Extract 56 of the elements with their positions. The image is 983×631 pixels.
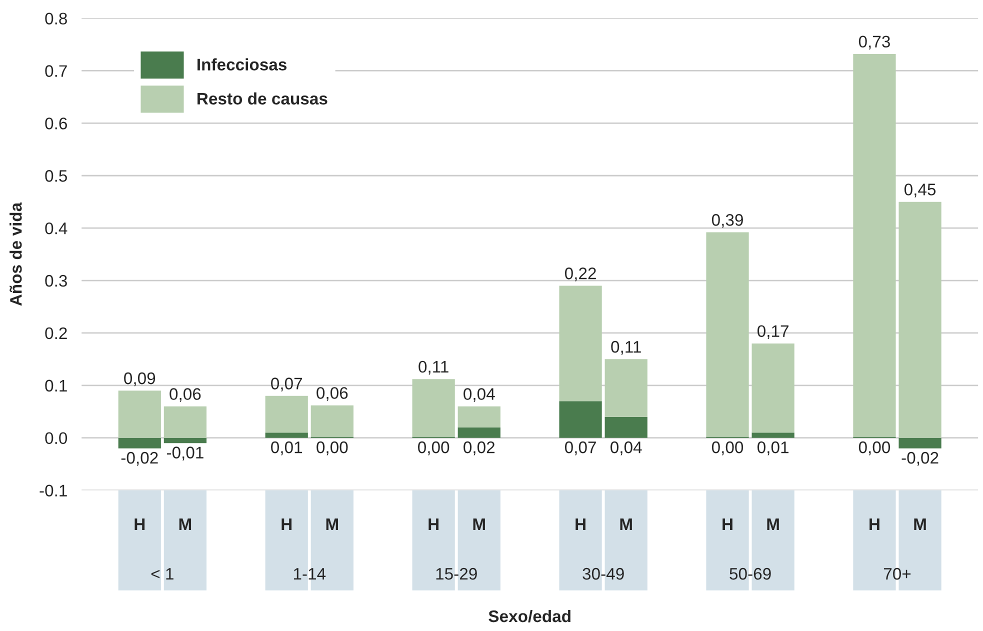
data-label: -0,02 <box>121 452 158 466</box>
data-label: 0,11 <box>418 360 448 375</box>
legend-label: Resto de causas <box>198 92 328 105</box>
y-tick-label: 0.4 <box>45 222 68 234</box>
data-label: 0,39 <box>712 214 743 228</box>
data-label: 0,45 <box>904 184 936 198</box>
data-label: 0,04 <box>464 388 495 402</box>
text: 15-29 <box>436 568 477 580</box>
text: < 1 <box>151 568 174 580</box>
data-label: -0,01 <box>166 446 204 460</box>
x-tick-label: M <box>326 518 338 530</box>
legend-label: Infecciosas <box>198 58 287 71</box>
x-tick-label: M <box>179 518 192 530</box>
x-tick-label: H <box>282 518 292 530</box>
y-tick-label: 0.2 <box>45 327 67 340</box>
y-tick-label: 0.3 <box>45 274 67 287</box>
data-label: 0,00 <box>418 441 450 456</box>
data-label: 0,04 <box>610 441 642 456</box>
y-tick-label: 0.6 <box>45 118 67 130</box>
data-label: 0,01 <box>758 441 788 456</box>
data-label: 0,17 <box>758 325 788 339</box>
y-tick-label: -0.1 <box>40 484 67 496</box>
data-label: 0,07 <box>271 378 302 392</box>
data-label: 0,00 <box>858 441 890 456</box>
y-tick-label: 0.7 <box>45 65 67 77</box>
data-label: 0,02 <box>464 441 495 456</box>
data-label: 0,22 <box>564 268 596 282</box>
x-tick-label: H <box>576 518 586 530</box>
x-tick-label: M <box>767 518 779 530</box>
data-label: 0,06 <box>170 388 201 402</box>
x-axis-title: Sexo/edad <box>488 610 570 622</box>
data-label: 0,06 <box>316 387 348 401</box>
y-tick-label: 0.0 <box>45 432 68 444</box>
data-label: 0,00 <box>316 441 348 456</box>
data-label: 0,09 <box>124 372 156 386</box>
data-label: 0,07 <box>564 441 596 456</box>
text: 70+ <box>884 568 911 580</box>
data-label: 0,73 <box>858 36 890 50</box>
x-tick-label: H <box>428 518 438 530</box>
x-tick-label: H <box>134 518 145 530</box>
x-tick-label: H <box>870 518 880 530</box>
text: 50-69 <box>730 568 771 580</box>
y-tick-label: 0.8 <box>45 12 67 24</box>
x-tick-label: M <box>620 518 632 530</box>
data-label: -0,02 <box>902 452 938 466</box>
data-label: 0,01 <box>271 441 302 456</box>
text: 30-49 <box>582 568 624 580</box>
x-tick-label: M <box>473 518 485 530</box>
x-tick-label: H <box>722 518 732 530</box>
data-label: 0,11 <box>611 340 641 355</box>
x-tick-label: M <box>914 518 926 530</box>
text: 1-14 <box>294 568 326 580</box>
y-tick-label: 0.5 <box>45 170 68 182</box>
y-tick-label: 0.1 <box>45 380 67 392</box>
data-label: 0,00 <box>712 441 744 456</box>
y-axis-title: Años de vida <box>10 202 22 306</box>
